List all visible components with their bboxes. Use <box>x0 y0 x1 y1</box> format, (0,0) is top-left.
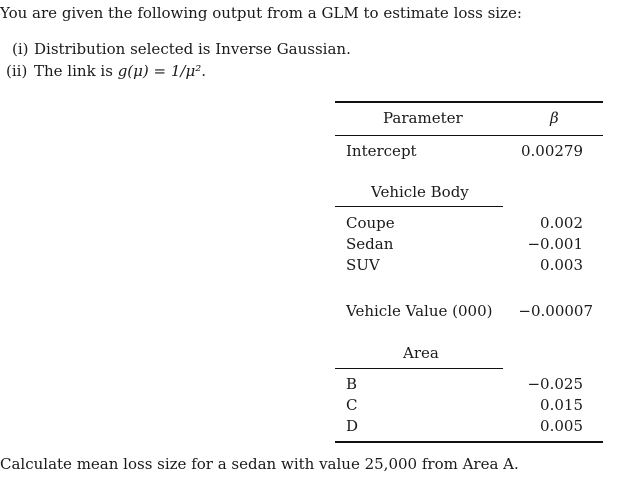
question-text: Calculate mean loss size for a sedan wit… <box>0 455 519 473</box>
list-item-text-suffix: . <box>201 62 206 80</box>
row-sedan-label: Sedan <box>346 235 394 253</box>
header-beta: β <box>550 109 559 127</box>
row-area-d-label: D <box>346 417 359 435</box>
link-function-formula: g(μ) = 1/μ² <box>117 62 202 80</box>
row-area-d-value: 0.005 <box>540 417 583 435</box>
row-area-b-label: B <box>346 375 358 393</box>
list-item-distribution: (i) Distribution selected is Inverse Gaus… <box>12 40 351 58</box>
table-bottom-rule <box>335 441 603 443</box>
row-area-c-value: 0.015 <box>540 396 583 414</box>
row-area-b-value: −0.025 <box>527 375 583 393</box>
vehicle-body-heading: Vehicle Body <box>371 183 469 201</box>
header-rule <box>335 135 603 136</box>
list-item-link: (ii) The link is g(μ) = 1/μ². <box>6 62 206 80</box>
row-vehicle-value-value: −0.00007 <box>518 302 593 320</box>
table-top-rule <box>335 101 603 103</box>
area-heading: Area <box>403 344 439 362</box>
row-area-c-label: C <box>346 396 358 414</box>
list-item-text: Distribution selected is Inverse Gaussia… <box>34 40 351 58</box>
list-item-text-prefix: The link is <box>34 62 118 80</box>
row-coupe-value: 0.002 <box>540 214 583 232</box>
intro-text: You are given the following output from … <box>0 4 522 22</box>
header-parameter: Parameter <box>383 109 463 127</box>
area-rule <box>335 368 503 369</box>
list-item-number: (i) <box>12 40 29 58</box>
row-suv-label: SUV <box>346 256 380 274</box>
row-intercept-label: Intercept <box>346 142 417 160</box>
row-coupe-label: Coupe <box>346 214 395 232</box>
row-vehicle-value-label: Vehicle Value (000) <box>346 302 493 320</box>
list-item-number: (ii) <box>6 62 28 80</box>
row-sedan-value: −0.001 <box>527 235 583 253</box>
vehicle-body-rule <box>335 206 503 207</box>
row-suv-value: 0.003 <box>540 256 583 274</box>
row-intercept-value: 0.00279 <box>520 142 583 160</box>
